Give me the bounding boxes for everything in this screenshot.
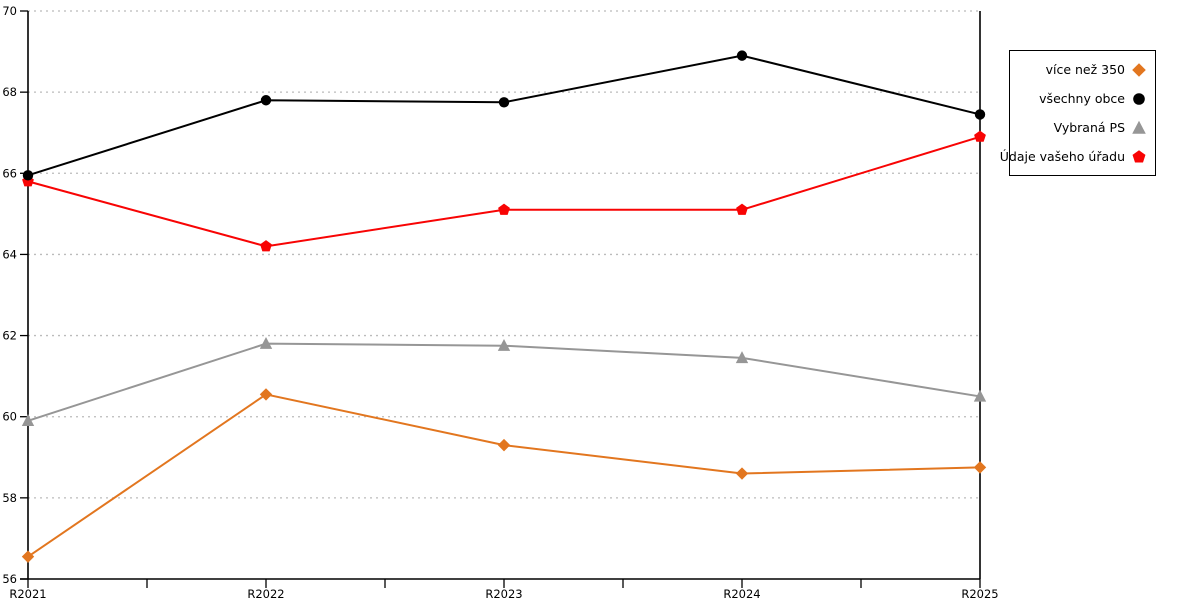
series-triangle-up [21, 336, 987, 426]
data-point [1132, 62, 1146, 77]
y-tick-label: 70 [2, 4, 17, 18]
data-point [260, 95, 272, 106]
data-point [736, 203, 748, 215]
y-tick-label: 60 [2, 410, 17, 424]
data-point [973, 389, 987, 402]
y-tick-label: 62 [2, 329, 17, 343]
legend-label: Vybraná PS [1053, 120, 1125, 135]
y-tick-label: 68 [2, 85, 17, 99]
gridlines [28, 10, 980, 499]
series-line [27, 54, 981, 177]
series-line [27, 342, 981, 422]
data-point [1132, 149, 1146, 163]
data-point [974, 109, 986, 120]
series-pentagon [22, 130, 986, 252]
data-point [21, 550, 35, 563]
x-tick-label: R2025 [961, 587, 998, 600]
data-point [1132, 120, 1146, 134]
axes-spines [20, 11, 981, 580]
data-point [735, 351, 749, 364]
x-axis: R2021 R2022 R2023 R2024 R2025 [9, 579, 999, 600]
legend-label: Údaje vašeho úřadu [999, 149, 1125, 164]
legend-label: všechny obce [1039, 91, 1125, 106]
data-point [497, 339, 511, 351]
y-tick-label: 64 [2, 247, 17, 261]
data-point [497, 438, 511, 452]
x-tick-label: R2023 [485, 587, 522, 600]
data-point [259, 336, 273, 349]
y-axis: 56 58 60 62 64 66 68 70 [2, 4, 28, 586]
triangle-marker-icon [1132, 120, 1146, 134]
series-diamond [21, 388, 987, 563]
x-tick-label: R2021 [9, 587, 46, 600]
data-point [736, 50, 748, 61]
legend-item-vice-nez-350[interactable]: více než 350 [1018, 55, 1147, 84]
data-point [974, 130, 986, 142]
data-point [735, 467, 749, 480]
data-point [260, 240, 272, 252]
legend-item-udaje-vaseho-uradu[interactable]: Údaje vašeho úřadu [1000, 142, 1147, 171]
series-line [27, 393, 981, 558]
pentagon-marker-icon [1132, 149, 1146, 163]
legend-label: více než 350 [1045, 62, 1125, 77]
data-point [498, 203, 510, 215]
data-point [1133, 92, 1145, 105]
data-point [22, 170, 34, 181]
y-tick-label: 56 [2, 572, 17, 586]
diamond-marker-icon [1132, 62, 1146, 77]
y-tick-label: 66 [2, 166, 17, 180]
data-point [498, 97, 510, 108]
legend: více než 350 všechny obce Vybraná PS Úda… [1000, 50, 1156, 176]
x-tick-label: R2024 [723, 587, 760, 600]
y-tick-label: 58 [2, 491, 17, 505]
x-tick-label: R2022 [247, 587, 284, 600]
data-point [259, 388, 273, 401]
legend-item-vsechny-obce[interactable]: všechny obce [1018, 84, 1147, 113]
data-point [973, 461, 987, 474]
data-point [21, 414, 35, 426]
circle-marker-icon [1133, 92, 1145, 105]
series-line [27, 135, 981, 248]
series-circle [22, 50, 986, 181]
legend-item-vybrana-ps[interactable]: Vybraná PS [1018, 113, 1147, 142]
